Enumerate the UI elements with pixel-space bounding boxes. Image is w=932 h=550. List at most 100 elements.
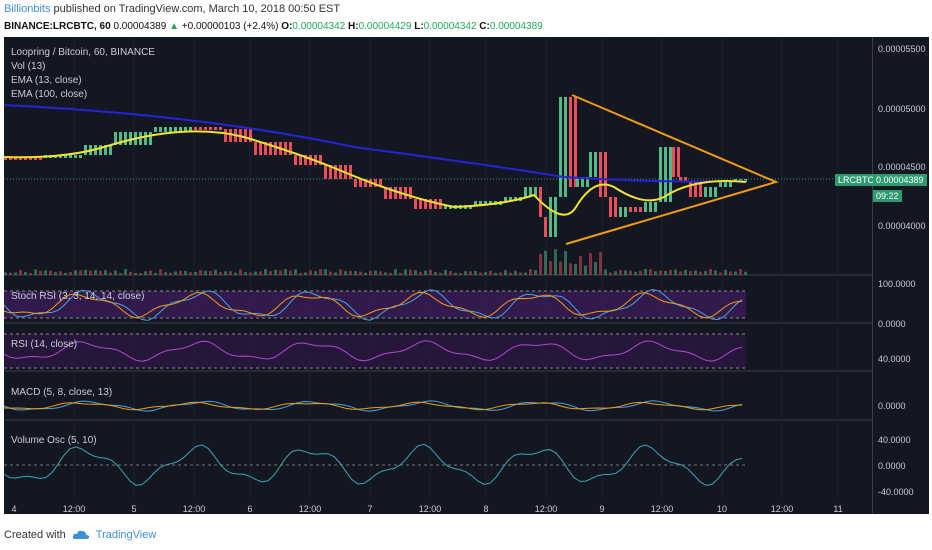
candle (544, 217, 547, 237)
volume-bar (269, 271, 272, 275)
candle (154, 127, 157, 132)
close-value: 0.00004389 (490, 21, 543, 32)
time-tick: 7 (367, 504, 372, 514)
volume-bar (144, 271, 147, 275)
tradingview-link[interactable]: TradingView (96, 529, 157, 541)
candle (254, 142, 257, 155)
volume-bar (4, 272, 7, 275)
candle (124, 132, 127, 145)
volume-bar (374, 270, 377, 275)
candle (614, 197, 617, 217)
volume-bar (449, 271, 452, 275)
volume-bar (204, 271, 207, 275)
candle (709, 187, 712, 197)
candle (284, 142, 287, 155)
tradingview-cloud-icon (72, 529, 90, 541)
time-tick: 5 (131, 504, 136, 514)
price-axis[interactable]: 0.00005500 0.00005000 0.00004500 0.00004… (872, 37, 929, 514)
candle (604, 152, 607, 197)
volume-bar (494, 273, 497, 275)
volume-bar (549, 261, 552, 275)
macd-title: MACD (5, 8, close, 13) (11, 387, 112, 398)
candle (654, 202, 657, 212)
volume-bar (219, 272, 222, 275)
volume-bar (454, 273, 457, 275)
time-tick: 12:00 (299, 504, 322, 514)
footer: Created with TradingView (4, 529, 156, 541)
candle (649, 202, 652, 212)
volume-bar (634, 272, 637, 275)
volume-bar (554, 249, 557, 275)
candle (159, 127, 162, 132)
volume-bar (659, 271, 662, 275)
candle (644, 202, 647, 212)
volume-bar (589, 253, 592, 275)
vosc-tick: -40.0000 (878, 487, 914, 497)
volume-bar (279, 270, 282, 275)
ema100-legend: EMA (100, close) (11, 89, 87, 100)
volume-bar (319, 269, 322, 275)
price-tick: 0.00005500 (878, 44, 926, 54)
volume-bar (109, 273, 112, 275)
volume-bar (414, 270, 417, 275)
stoch-tick: 100.0000 (878, 279, 916, 289)
volume-bar (164, 272, 167, 275)
candle (672, 147, 675, 177)
volume-bar (739, 269, 742, 275)
candle (419, 199, 422, 209)
volume-bar (54, 272, 57, 275)
volume-bar (139, 273, 142, 275)
chart-area[interactable]: Loopring / Bitcoin, 60, BINANCE Vol (13)… (4, 37, 872, 514)
vosc-tick: 40.0000 (878, 435, 911, 445)
volume-bar (564, 251, 567, 275)
author-link[interactable]: Billionbits (4, 3, 50, 15)
candle (109, 145, 112, 155)
volume-bar (504, 270, 507, 275)
volume-bar (274, 270, 277, 275)
candle (564, 97, 567, 197)
symbol-badge: LRCBTC (835, 174, 877, 186)
volume-bar (399, 273, 402, 275)
volume-bar (129, 272, 132, 275)
high-value: 0.00004429 (359, 21, 412, 32)
volume-bar (289, 271, 292, 275)
candle (204, 127, 207, 130)
macd-tick: 0.0000 (878, 401, 906, 411)
time-tick: 12:00 (63, 504, 86, 514)
volume-bar (159, 269, 162, 275)
volume-bar (724, 270, 727, 275)
volume-bar (529, 269, 532, 275)
candle (599, 152, 602, 197)
candle (79, 155, 82, 158)
volume-bar (264, 269, 267, 275)
time-tick: 12:00 (771, 504, 794, 514)
candle (589, 152, 592, 177)
volume-bar (239, 269, 242, 275)
candle (719, 182, 722, 187)
candle (144, 132, 147, 145)
time-tick: 4 (11, 504, 16, 514)
volume-bar (609, 273, 612, 275)
volume-bar (179, 271, 182, 275)
volume-bar (729, 272, 732, 275)
volume-bar (444, 270, 447, 275)
candle (359, 179, 362, 187)
chart-canvas[interactable] (4, 37, 872, 514)
price-tick: 0.00004000 (878, 221, 926, 231)
volume-bar (649, 269, 652, 275)
last-price: 0.00004389 (113, 21, 166, 32)
rsi-band (4, 334, 746, 368)
volume-bar (734, 271, 737, 275)
volume-bar (134, 273, 137, 275)
volume-bar (169, 273, 172, 275)
volume-bar (499, 272, 502, 275)
volume-bar (389, 273, 392, 275)
volume-bar (579, 256, 582, 275)
candle (549, 197, 552, 237)
stoch-tick: 0.0000 (878, 319, 906, 329)
candle (244, 129, 247, 142)
volume-bar (94, 270, 97, 275)
candle (404, 187, 407, 199)
volume-bar (424, 271, 427, 275)
candle (169, 127, 172, 132)
